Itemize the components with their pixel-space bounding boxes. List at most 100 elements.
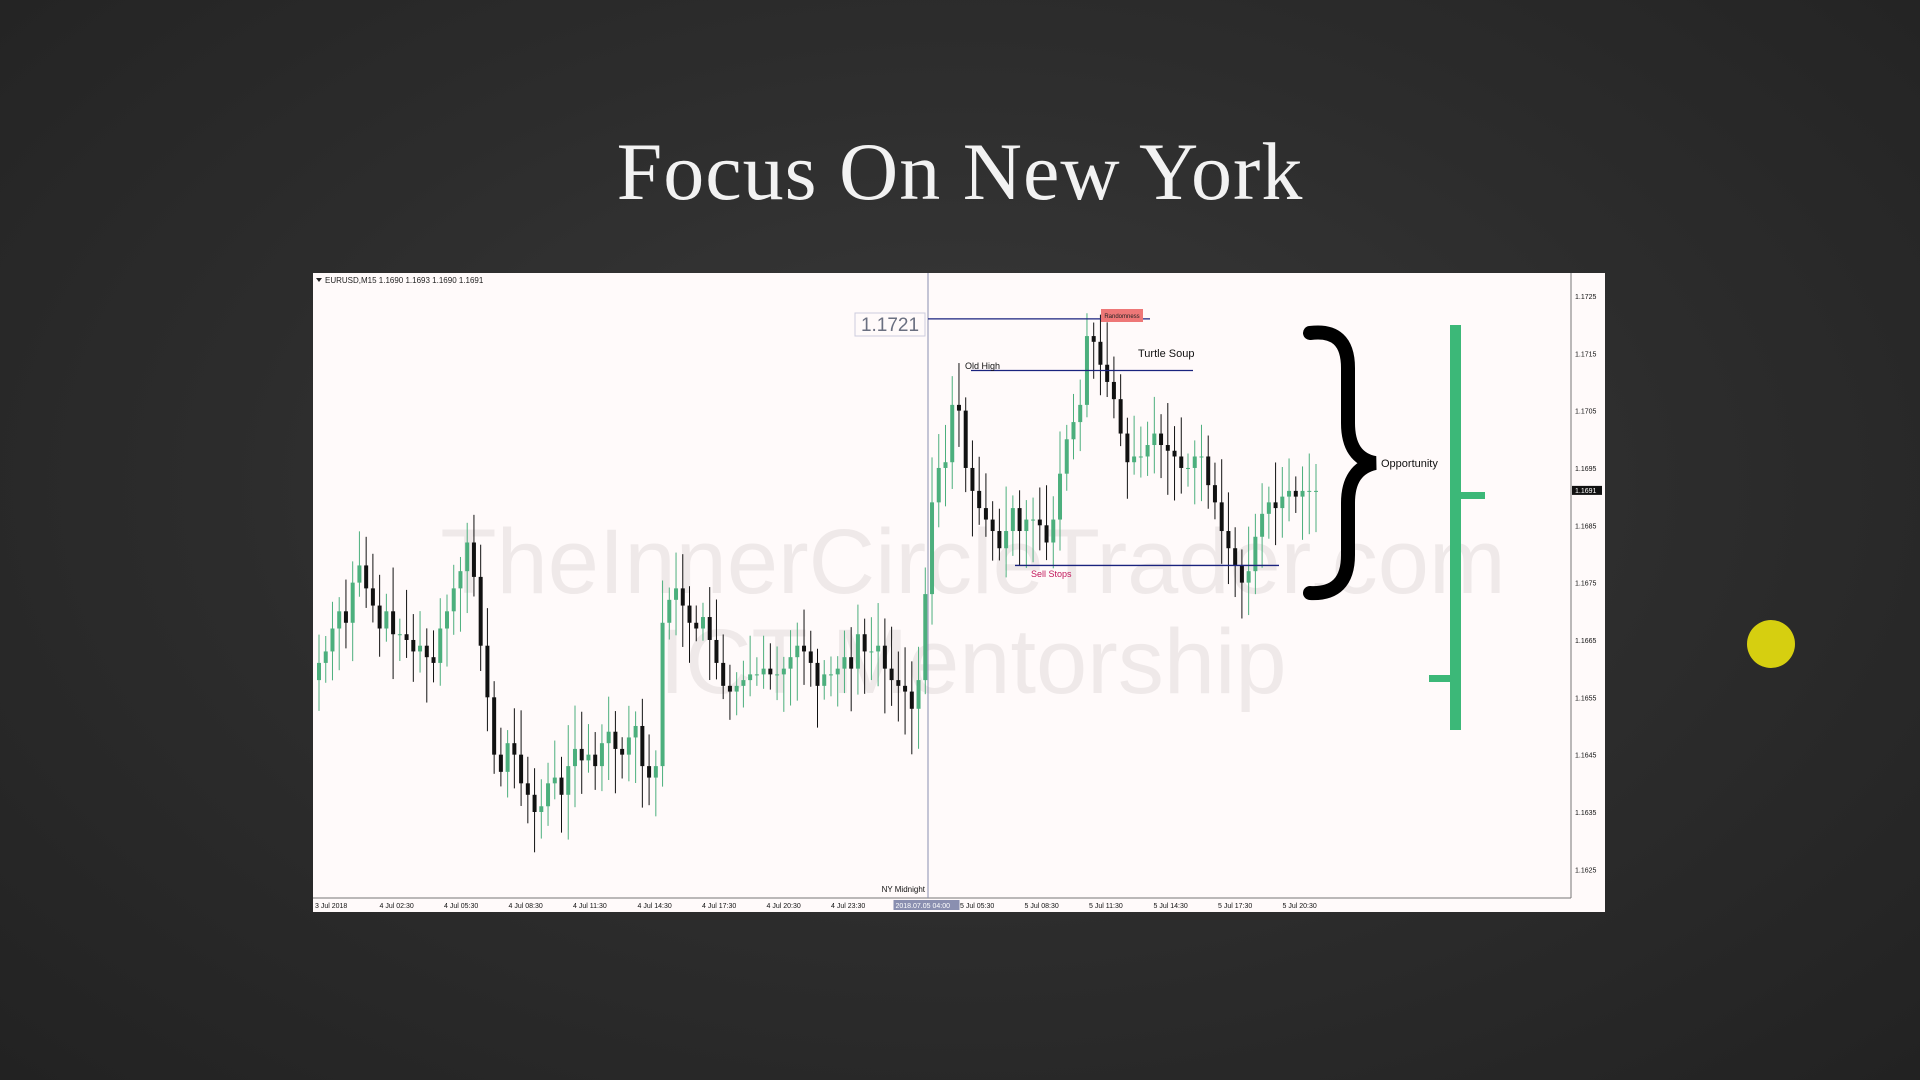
- candle-body: [950, 404, 955, 463]
- candle-body: [660, 622, 665, 767]
- candle-body: [1058, 473, 1063, 520]
- candle-body: [1179, 456, 1184, 468]
- candle-body: [1266, 502, 1271, 514]
- time-tick-label: 5 Jul 08:30: [1025, 903, 1059, 910]
- time-tick-label: 4 Jul 14:30: [638, 903, 672, 910]
- candle-body: [781, 668, 786, 675]
- candle-body: [909, 691, 914, 709]
- candle-body: [795, 645, 800, 658]
- candle-body: [1273, 502, 1278, 509]
- candle-body: [1051, 519, 1056, 543]
- candle-body: [640, 725, 645, 767]
- candle-body: [620, 748, 625, 755]
- candle-body: [680, 588, 685, 606]
- candle-body: [337, 611, 342, 629]
- candle-body: [552, 777, 557, 784]
- candle-body: [411, 639, 416, 652]
- candle-body: [451, 588, 456, 612]
- candle-body: [916, 680, 921, 709]
- candle-body: [1307, 490, 1312, 492]
- candle-body: [1212, 485, 1217, 503]
- candle-body: [1031, 519, 1036, 521]
- candle-body: [1037, 519, 1042, 526]
- candle-body: [1098, 341, 1103, 365]
- price-chart-window[interactable]: TheInnerCircleTrader.com ICT Mentorship …: [313, 273, 1605, 912]
- candle-body: [626, 737, 631, 755]
- candle-body: [1132, 456, 1137, 463]
- candle-body: [1300, 490, 1305, 497]
- time-tick-label: 3 Jul 2018: [315, 903, 347, 910]
- candle-body: [903, 685, 908, 692]
- candle-body: [613, 731, 618, 749]
- candle-body: [802, 645, 807, 652]
- candle-body: [707, 617, 712, 640]
- turtle-soup-label: Turtle Soup: [1138, 348, 1194, 360]
- candle-body: [404, 634, 409, 640]
- candle-body: [579, 748, 584, 761]
- candle-body: [546, 783, 551, 807]
- candle-body: [525, 783, 530, 795]
- chart-header: EURUSD,M15 1.1690 1.1693 1.1690 1.1691: [325, 276, 484, 285]
- candle-body: [788, 657, 793, 669]
- candle-body: [1186, 467, 1191, 469]
- candle-body: [977, 490, 982, 509]
- candle-body: [694, 622, 699, 629]
- candle-body: [653, 766, 658, 778]
- price-tick-label: 1.1725: [1575, 294, 1597, 301]
- candle-body: [1017, 508, 1022, 532]
- candle-body: [1024, 519, 1029, 532]
- candle-body: [370, 588, 375, 606]
- candle-body: [1125, 433, 1130, 463]
- time-tick-label: 4 Jul 17:30: [702, 903, 736, 910]
- candle-body: [512, 743, 517, 755]
- old-high-label: Old High: [965, 361, 1000, 371]
- candle-body: [674, 588, 679, 600]
- candle-body: [748, 674, 753, 681]
- candles-group: [317, 313, 1318, 853]
- candle-body: [519, 754, 524, 784]
- candle-body: [1280, 496, 1285, 509]
- candle-body: [727, 685, 732, 692]
- time-tick-label: 4 Jul 20:30: [767, 903, 801, 910]
- price-tick-label: 1.1715: [1575, 351, 1597, 358]
- candle-body: [1111, 381, 1116, 400]
- candle-body: [923, 594, 928, 681]
- candle-body: [815, 662, 820, 686]
- candle-body: [970, 467, 975, 491]
- candle-body: [458, 571, 463, 589]
- candle-body: [775, 674, 780, 676]
- candlestick-chart[interactable]: TheInnerCircleTrader.com ICT Mentorship …: [313, 273, 1605, 912]
- ny-midnight-label: NY Midnight: [882, 885, 926, 894]
- candle-body: [498, 754, 503, 772]
- candle-body: [384, 611, 389, 629]
- opportunity-brace: [1303, 325, 1377, 601]
- time-tick-label: 4 Jul 05:30: [444, 903, 478, 910]
- candle-body: [1233, 548, 1238, 566]
- chart-menu-arrow-icon[interactable]: [316, 278, 322, 282]
- time-tick-highlight: [893, 900, 960, 910]
- candle-body: [869, 651, 874, 653]
- candle-body: [983, 508, 988, 520]
- candle-body: [323, 651, 328, 663]
- green-bar-close-tick: [1459, 492, 1485, 499]
- candle-body: [566, 766, 571, 795]
- candle-body: [1159, 433, 1164, 446]
- candle-body: [485, 645, 490, 698]
- candle-body: [855, 634, 860, 669]
- candle-body: [761, 668, 766, 675]
- price-box: [854, 312, 926, 337]
- candle-body: [1172, 450, 1177, 457]
- candle-body: [418, 645, 423, 652]
- candle-body: [606, 731, 611, 744]
- candle-body: [896, 680, 901, 686]
- candle-body: [1287, 490, 1292, 497]
- candle-body: [1064, 439, 1069, 474]
- candle-body: [1219, 502, 1224, 532]
- candle-body: [882, 645, 887, 669]
- candle-body: [936, 467, 941, 503]
- sell-stops-label: Sell Stops: [1031, 569, 1072, 579]
- candle-body: [734, 685, 739, 692]
- time-tick-label: 4 Jul 08:30: [509, 903, 543, 910]
- candle-body: [350, 582, 355, 623]
- time-tick-label: 4 Jul 11:30: [573, 903, 607, 910]
